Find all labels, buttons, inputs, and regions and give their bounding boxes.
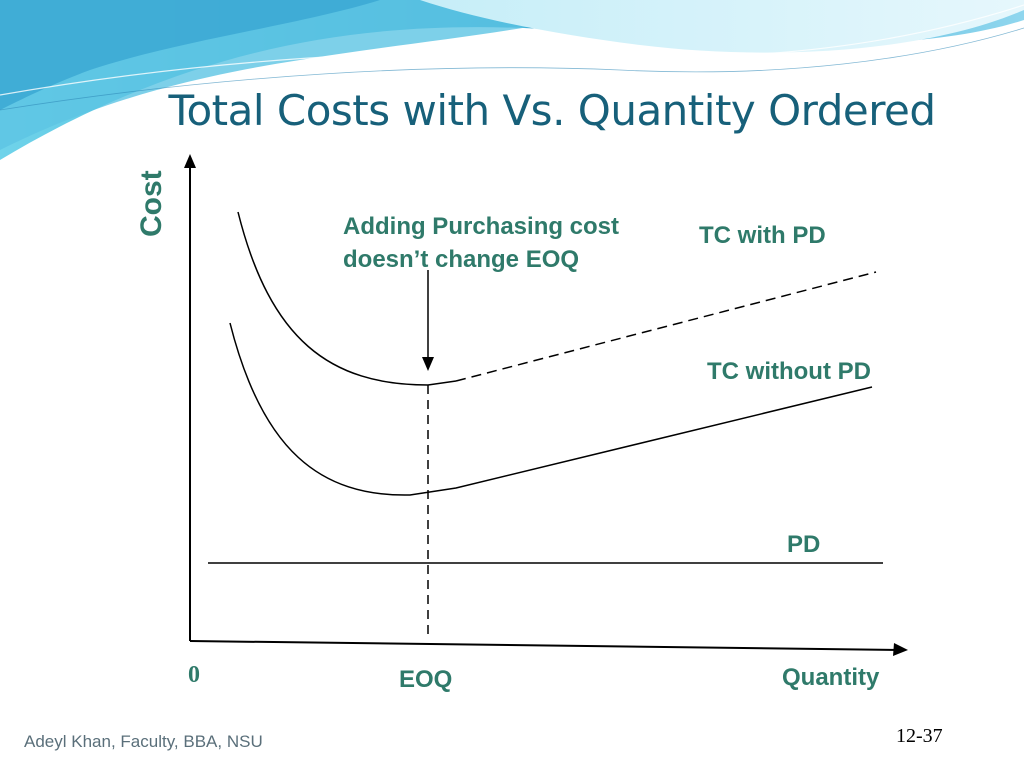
y-axis-label: Cost [135, 170, 168, 237]
x-axis-label: Quantity [782, 664, 880, 691]
tc-with-pd-dashed-line [455, 271, 877, 382]
annotation-text: Adding Purchasing cost doesn’t change EO… [343, 210, 619, 276]
origin-label: 0 [188, 662, 200, 688]
tc-without-pd-curve [229, 322, 873, 496]
annotation-arrow [422, 270, 434, 371]
y-axis [184, 154, 196, 641]
x-axis [189, 640, 908, 656]
pd-label: PD [787, 531, 821, 558]
annotation-line-1: Adding Purchasing cost [343, 213, 620, 240]
eoq-label: EOQ [399, 666, 453, 693]
tc-with-pd-curve [237, 211, 457, 386]
decorative-wave-header [0, 0, 1024, 160]
tc-with-pd-label: TC with PD [699, 222, 826, 249]
page-number: 12-37 [896, 725, 943, 747]
annotation-line-2: doesn’t change EOQ [343, 246, 580, 273]
tc-without-pd-label: TC without PD [707, 358, 871, 385]
slide-title: Total Costs with Vs. Quantity Ordered [168, 86, 936, 135]
footer-text: Adeyl Khan, Faculty, BBA, NSU [24, 732, 263, 751]
